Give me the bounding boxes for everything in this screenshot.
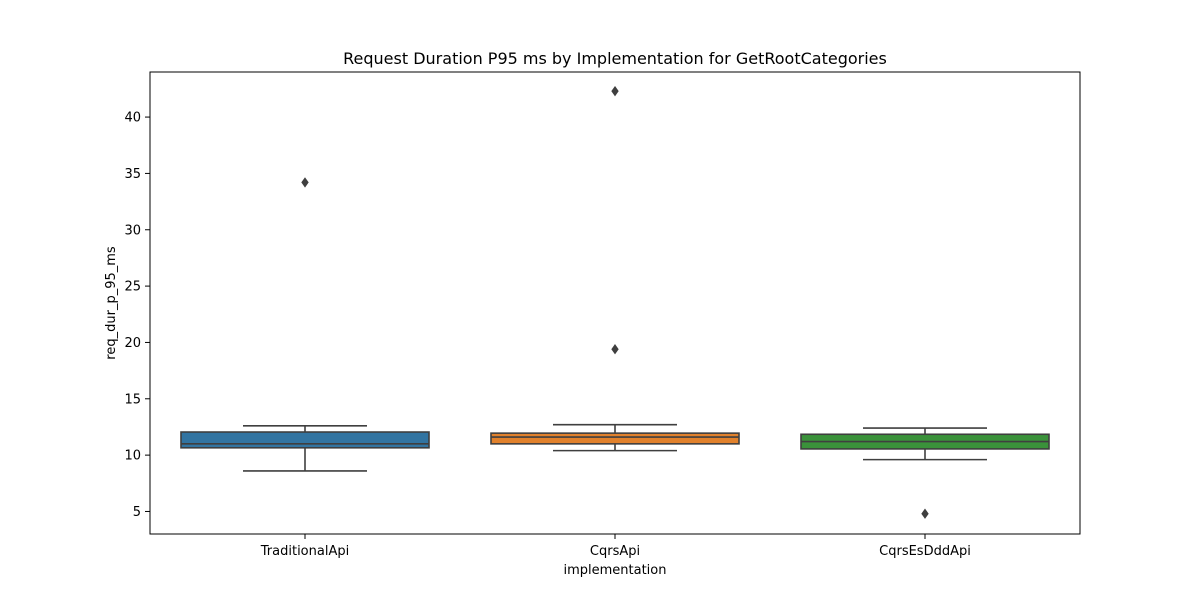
x-tick-label: CqrsEsDddApi	[879, 544, 971, 559]
outlier-point	[611, 344, 619, 355]
chart-title: Request Duration P95 ms by Implementatio…	[343, 49, 887, 68]
box-group-CqrsEsDddApi	[800, 427, 1050, 519]
x-axis: TraditionalApi CqrsApi CqrsEsDddApi	[260, 534, 971, 559]
outlier-point	[921, 508, 929, 519]
plot-area	[180, 85, 1050, 519]
y-tick-label: 25	[124, 280, 141, 295]
y-axis: 5 10 15 20 25 30 35 40	[124, 111, 150, 520]
y-axis-label: req_dur_p_95_ms	[104, 246, 119, 360]
x-axis-label: implementation	[563, 563, 666, 578]
y-tick-label: 5	[133, 505, 141, 520]
box-group-TraditionalApi	[180, 177, 430, 472]
box-group-CqrsApi	[490, 85, 740, 452]
x-tick-label: CqrsApi	[590, 544, 640, 559]
y-tick-label: 15	[124, 392, 141, 407]
outlier-point	[611, 85, 619, 97]
box-iqr	[490, 432, 740, 445]
box-iqr	[180, 431, 430, 449]
y-tick-label: 20	[124, 336, 141, 351]
y-tick-label: 35	[124, 167, 141, 182]
y-tick-label: 30	[124, 223, 141, 238]
y-tick-label: 10	[124, 449, 141, 464]
outlier-point	[301, 177, 309, 188]
x-tick-label: TraditionalApi	[260, 544, 349, 559]
y-tick-label: 40	[124, 111, 141, 126]
plot-frame	[149, 71, 1081, 535]
